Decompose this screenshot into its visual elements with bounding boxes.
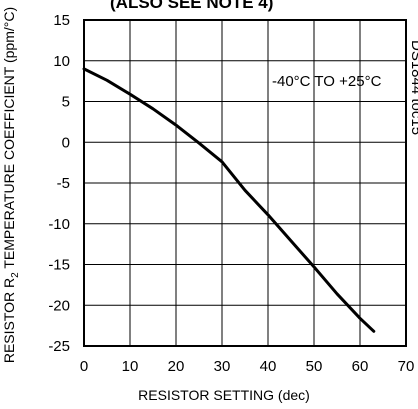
series-annotation: -40°C TO +25°C	[272, 73, 382, 90]
chart-title: (ALSO SEE NOTE 4)	[110, 0, 273, 12]
x-tick-labels: 0 10 20 30 40 50 60 70	[80, 358, 415, 375]
curve-group	[82, 67, 376, 333]
y-tick-label: -10	[48, 216, 70, 233]
y-axis-label-subscript: 2	[10, 272, 21, 278]
y-tick-label: 10	[53, 53, 70, 70]
y-tick-label: 0	[62, 134, 70, 151]
y-tick-label: -5	[57, 175, 70, 192]
y-axis-label: RESISTOR R2 TEMPERATURE COEFFICIENT (ppm…	[1, 7, 21, 363]
grid	[83, 19, 407, 347]
x-tick-label: 60	[352, 358, 369, 375]
side-text: DS1844 toc15	[408, 40, 418, 135]
y-tick-label: -25	[48, 338, 70, 355]
series-line	[82, 67, 376, 333]
y-axis-label-main: RESISTOR R	[1, 278, 17, 363]
x-axis-label: RESISTOR SETTING (dec)	[138, 387, 310, 403]
plot-frame	[83, 19, 407, 347]
y-tick-labels: 15 10 5 0 -5 -10 -15 -20 -25	[48, 12, 70, 355]
x-tick-label: 10	[122, 358, 139, 375]
x-tick-label: 0	[80, 358, 88, 375]
y-tick-label: -20	[48, 297, 70, 314]
y-tick-label: -15	[48, 257, 70, 274]
y-axis-label-rest: TEMPERATURE COEFFICIENT (ppm/°C)	[1, 7, 17, 272]
x-tick-label: 40	[260, 358, 277, 375]
y-tick-label: 5	[62, 94, 70, 111]
x-tick-label: 50	[306, 358, 323, 375]
x-tick-label: 70	[398, 358, 415, 375]
x-tick-label: 20	[168, 358, 185, 375]
x-tick-label: 30	[214, 358, 231, 375]
y-tick-label: 15	[53, 12, 70, 29]
